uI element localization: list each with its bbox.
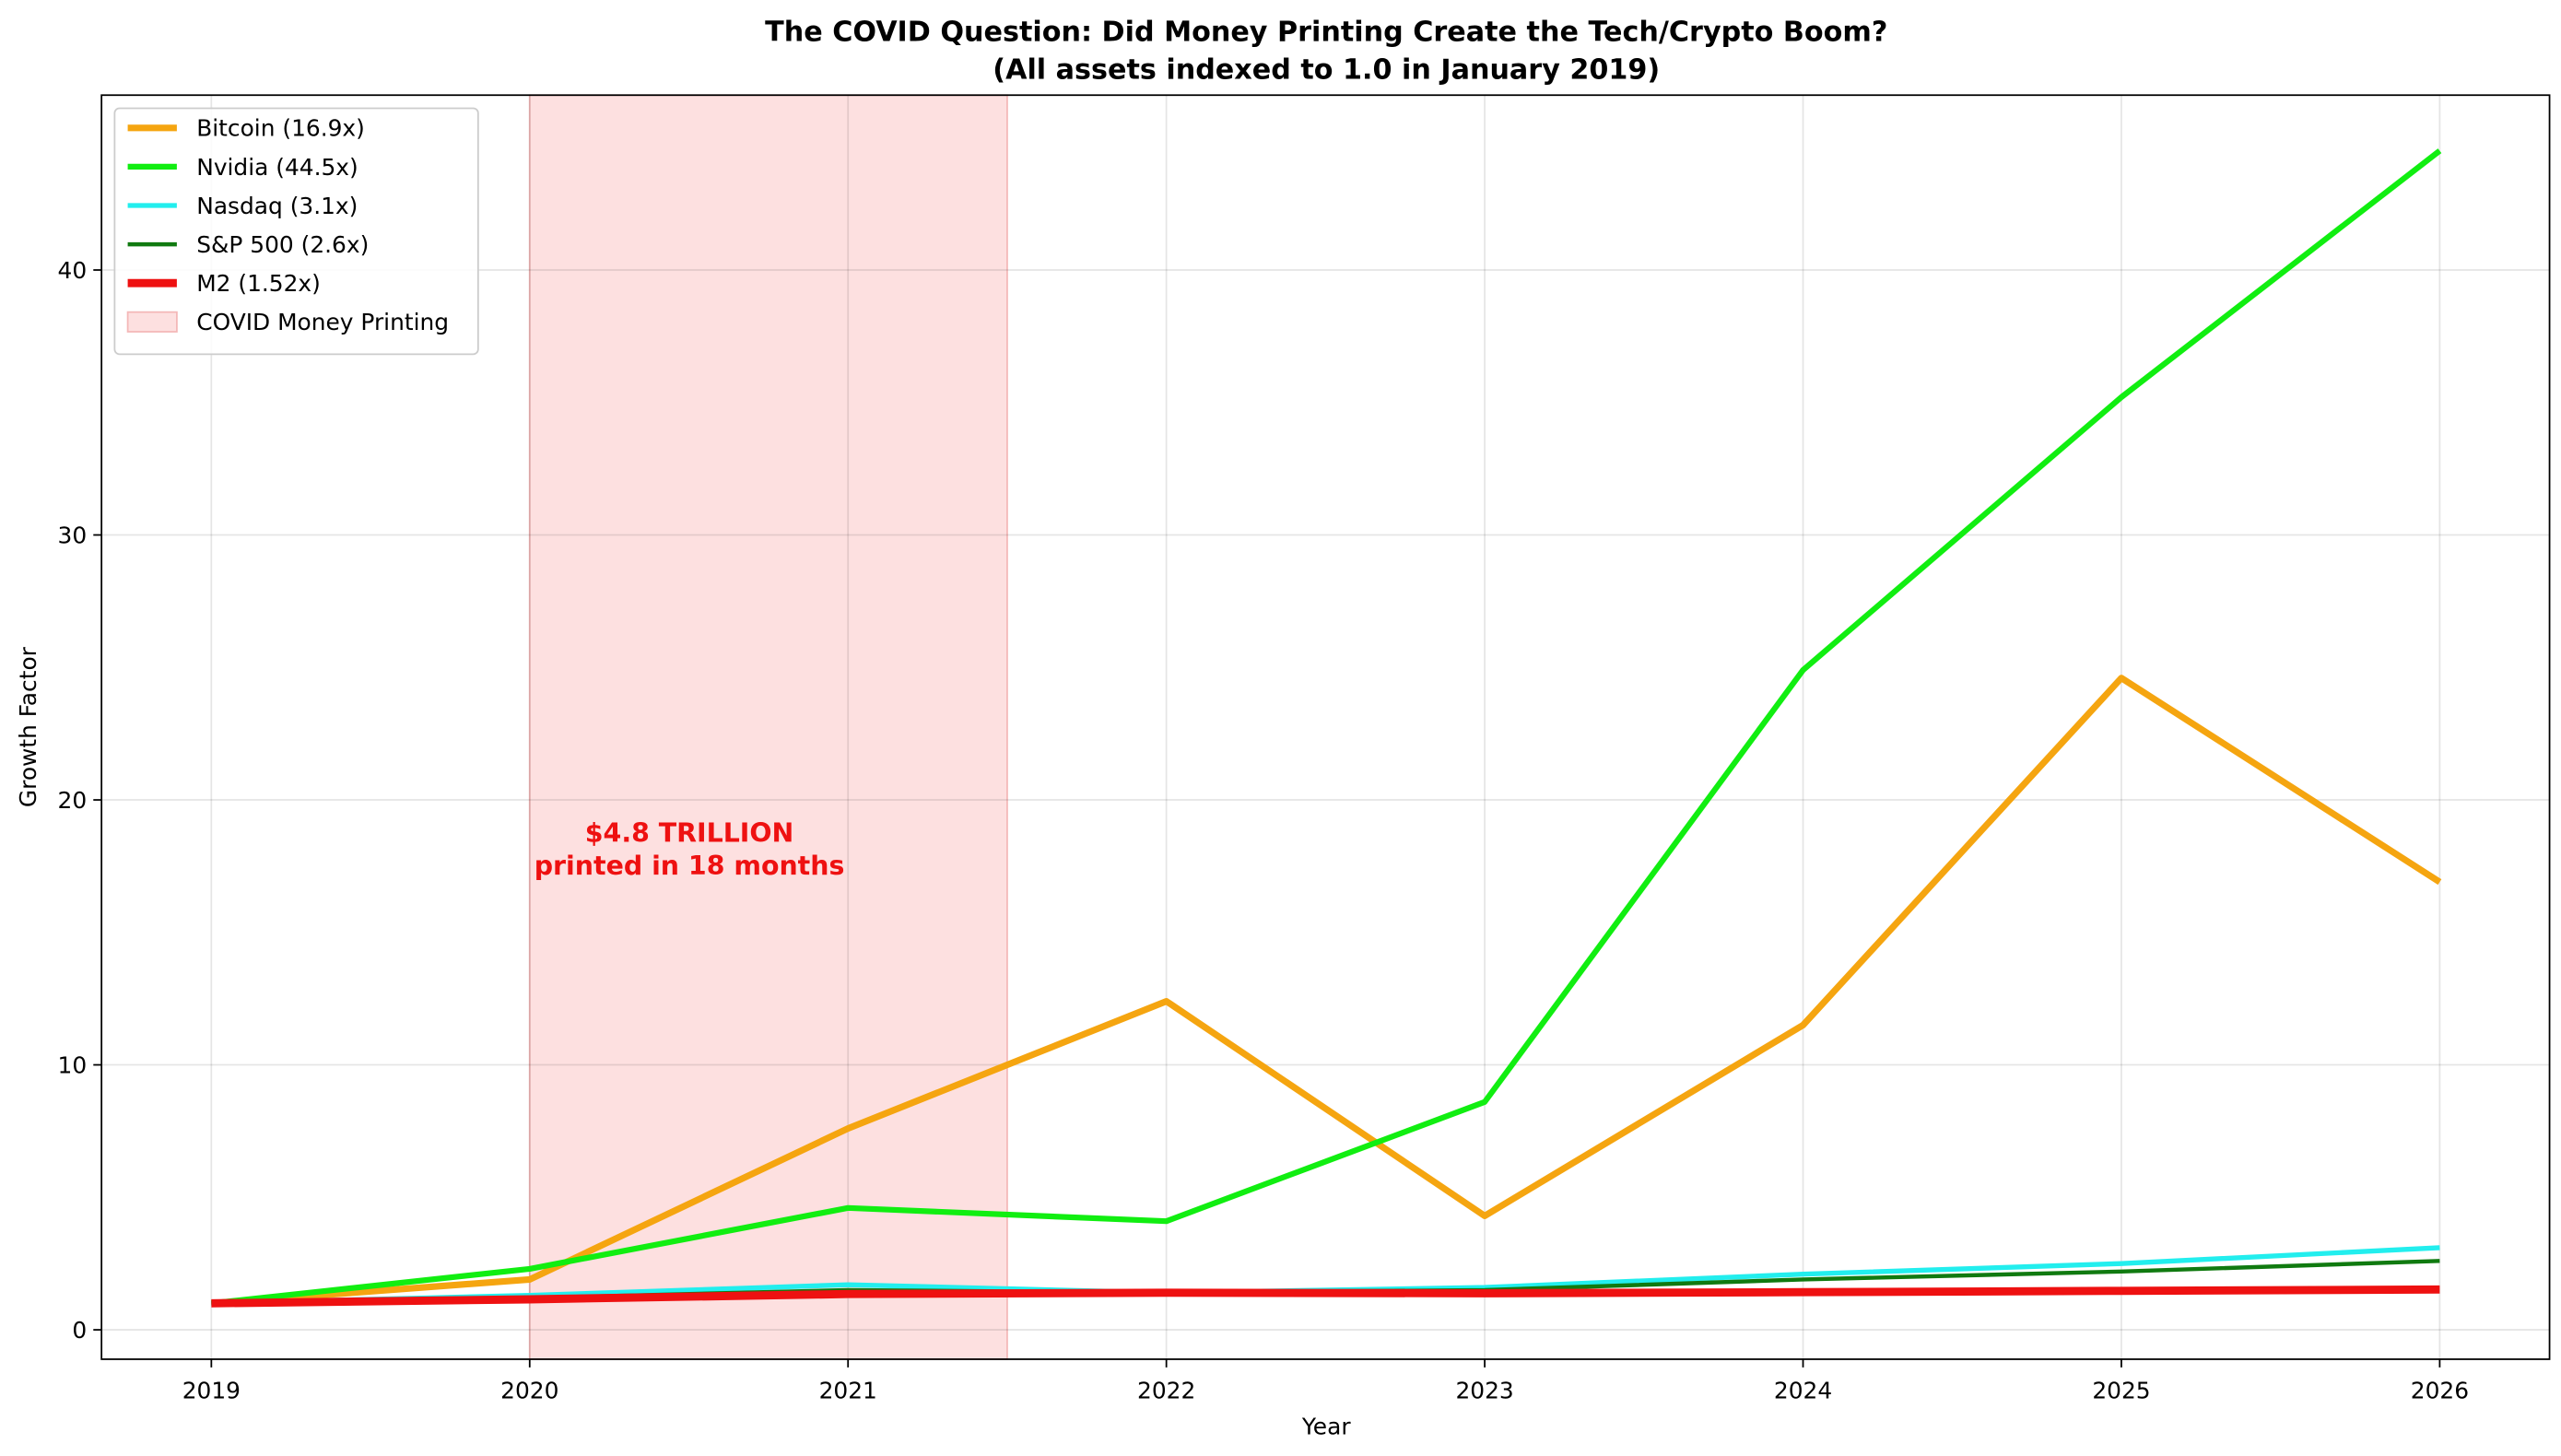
plot-frame: [100, 94, 2551, 1360]
legend-label: Bitcoin (16.9x): [196, 115, 365, 142]
series-line: [211, 675, 2442, 1307]
y-tick-label: 10: [58, 1051, 88, 1078]
x-tick-label: 2021: [819, 1378, 877, 1404]
x-tick-label: 2022: [1137, 1378, 1195, 1404]
annotation: printed in 18 months: [535, 851, 845, 881]
series-line: [211, 1285, 2440, 1308]
series-line: [211, 148, 2442, 1307]
chart-title: The COVID Question: Did Money Printing C…: [765, 17, 1887, 49]
legend-swatch: [126, 311, 178, 333]
legend-label: COVID Money Printing: [196, 309, 449, 335]
shade-region: [528, 94, 1008, 1360]
x-tick-label: 2024: [1774, 1378, 1832, 1404]
legend-box: [113, 107, 479, 356]
legend-label: Nasdaq (3.1x): [196, 193, 358, 219]
x-tick-label: 2026: [2411, 1378, 2469, 1404]
chart-subtitle: (All assets indexed to 1.0 in January 20…: [993, 53, 1660, 86]
x-tick-label: 2025: [2092, 1378, 2150, 1404]
x-tick-label: 2023: [1455, 1378, 1513, 1404]
legend: Bitcoin (16.9x) Nvidia (44.5x) Nasdaq (3.1…: [113, 107, 479, 356]
legend-label: S&P 500 (2.6x): [196, 231, 369, 258]
legend-label: Nvidia (44.5x): [196, 154, 358, 181]
x-tick-label: 2020: [500, 1378, 558, 1404]
x-axis-label: Year: [1301, 1414, 1351, 1440]
y-tick-label: 20: [58, 787, 88, 814]
y-tick-label: 40: [58, 257, 88, 284]
y-tick-label: 30: [58, 522, 88, 548]
legend-label: M2 (1.52x): [196, 270, 321, 297]
y-tick-label: 0: [72, 1317, 87, 1344]
y-axis-label: Growth Factor: [15, 646, 41, 807]
annotation: $4.8 TRILLION: [585, 817, 794, 848]
x-tick-label: 2019: [182, 1378, 241, 1404]
